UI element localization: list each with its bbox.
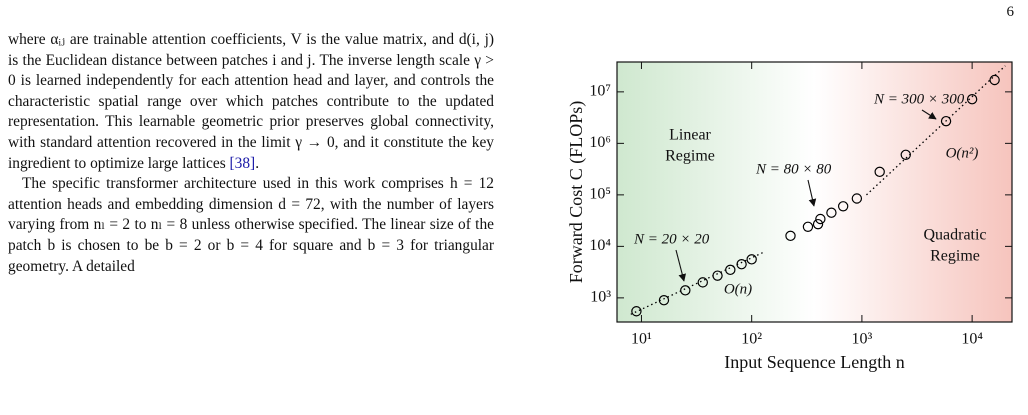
y-tick-label: 10⁴ (589, 237, 611, 254)
text: where αᵢⱼ are trainable attention coeffi… (8, 31, 494, 172)
x-tick-label: 10¹ (631, 331, 652, 348)
data-point (680, 285, 691, 296)
data-point (631, 306, 642, 317)
x-tick-label: 10³ (852, 331, 873, 348)
annotation: N = 20 × 20 (633, 231, 710, 247)
annotation: Regime (665, 148, 715, 165)
data-point (658, 295, 670, 306)
data-point (736, 259, 747, 270)
data-point (837, 201, 849, 212)
annotation: O(n²) (946, 145, 979, 161)
data-point (725, 264, 736, 276)
y-tick-label: 10⁵ (589, 186, 611, 203)
arrow (807, 179, 817, 207)
body-text: where αᵢⱼ are trainable attention coeffi… (8, 30, 494, 277)
page-number: 6 (1006, 4, 1015, 20)
arrow (675, 249, 686, 282)
annotation: N = 300 × 300 (873, 91, 965, 107)
arrow (921, 109, 937, 120)
text: . (255, 154, 260, 172)
data-point (940, 115, 952, 127)
x-tick-label: 10² (741, 331, 762, 348)
data-point (815, 213, 826, 225)
data-point (874, 166, 885, 178)
data-point (697, 277, 708, 288)
citation[interactable]: [38] (229, 154, 256, 172)
y-axis-label: Forward Cost C (FLOPs) (566, 101, 587, 284)
data-point (966, 94, 978, 105)
y-tick-label: 10⁶ (589, 134, 611, 151)
text: The specific transformer architecture us… (8, 175, 494, 275)
annotation: Quadratic (923, 227, 986, 244)
annotation: O(n) (724, 281, 752, 297)
y-tick-label: 10³ (590, 289, 611, 306)
data-point (746, 254, 757, 265)
data-point (851, 193, 863, 204)
fit-line (866, 65, 1006, 196)
annotation: N = 80 × 80 (755, 161, 832, 177)
data-point (785, 230, 796, 242)
y-tick-label: 10⁷ (589, 83, 611, 100)
data-point (712, 270, 723, 281)
data-point (900, 149, 911, 160)
annotation: Linear (669, 127, 711, 144)
paragraph: The specific transformer architecture us… (8, 174, 494, 277)
data-point (802, 221, 814, 232)
x-axis-label: Input Sequence Length n (724, 352, 904, 372)
data-point (812, 218, 824, 230)
x-tick-label: 10⁴ (961, 331, 983, 348)
annotation: Regime (930, 248, 980, 265)
data-point (989, 74, 1000, 86)
data-point (826, 207, 837, 218)
paragraph: where αᵢⱼ are trainable attention coeffi… (8, 30, 494, 174)
plot-frame (616, 61, 1013, 323)
fit-line (630, 251, 765, 315)
